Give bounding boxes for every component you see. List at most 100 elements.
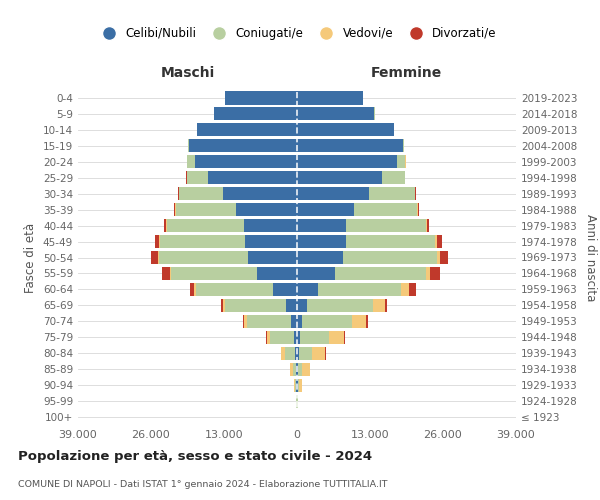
Bar	[297, 267, 335, 280]
Bar	[335, 267, 426, 280]
Bar	[297, 283, 319, 296]
Legend: Celibi/Nubili, Coniugati/e, Vedovi/e, Divorzati/e: Celibi/Nubili, Coniugati/e, Vedovi/e, Di…	[92, 22, 502, 44]
Bar	[243, 315, 244, 328]
Bar	[285, 346, 295, 360]
Bar	[319, 283, 401, 296]
Bar	[403, 140, 404, 152]
Bar	[197, 124, 297, 136]
Bar	[159, 235, 160, 248]
Bar	[295, 346, 297, 360]
Bar	[297, 251, 343, 264]
Bar	[382, 171, 405, 184]
Bar	[164, 219, 166, 232]
Bar	[430, 267, 440, 280]
Bar	[297, 171, 382, 184]
Bar	[296, 362, 297, 376]
Bar	[274, 283, 297, 296]
Bar	[158, 251, 159, 264]
Bar	[163, 267, 170, 280]
Bar	[297, 299, 307, 312]
Bar	[437, 235, 442, 248]
Bar	[281, 346, 285, 360]
Bar	[244, 315, 247, 328]
Bar	[329, 330, 344, 344]
Bar	[418, 203, 419, 216]
Bar	[297, 315, 302, 328]
Bar	[352, 315, 367, 328]
Bar	[293, 362, 296, 376]
Bar	[297, 203, 354, 216]
Bar	[225, 92, 297, 104]
Bar	[426, 267, 430, 280]
Bar	[409, 283, 416, 296]
Bar	[248, 251, 297, 264]
Bar	[344, 330, 345, 344]
Y-axis label: Anni di nascita: Anni di nascita	[584, 214, 597, 301]
Bar	[159, 251, 248, 264]
Bar	[373, 299, 385, 312]
Bar	[293, 330, 297, 344]
Bar	[208, 171, 297, 184]
Bar	[286, 299, 297, 312]
Bar	[325, 346, 326, 360]
Bar	[312, 346, 325, 360]
Bar	[302, 315, 352, 328]
Bar	[397, 155, 406, 168]
Bar	[245, 235, 297, 248]
Bar	[214, 108, 297, 120]
Bar	[187, 155, 195, 168]
Bar	[151, 251, 158, 264]
Bar	[267, 330, 270, 344]
Bar	[155, 235, 159, 248]
Bar	[369, 187, 415, 200]
Bar	[401, 283, 409, 296]
Bar	[354, 203, 417, 216]
Bar	[302, 362, 310, 376]
Bar	[298, 378, 299, 392]
Bar	[297, 140, 403, 152]
Bar	[176, 203, 236, 216]
Bar	[167, 219, 244, 232]
Bar	[307, 299, 373, 312]
Bar	[225, 299, 286, 312]
Text: Femmine: Femmine	[371, 66, 442, 80]
Bar	[223, 187, 297, 200]
Bar	[297, 378, 298, 392]
Bar	[195, 155, 297, 168]
Bar	[343, 251, 437, 264]
Bar	[298, 362, 302, 376]
Bar	[435, 235, 437, 248]
Bar	[297, 124, 394, 136]
Bar	[244, 219, 297, 232]
Bar	[160, 235, 245, 248]
Bar	[196, 283, 274, 296]
Bar	[297, 92, 363, 104]
Bar	[297, 235, 346, 248]
Bar	[291, 315, 297, 328]
Bar	[295, 378, 296, 392]
Bar	[297, 362, 298, 376]
Bar	[297, 346, 299, 360]
Bar	[296, 378, 297, 392]
Bar	[440, 251, 448, 264]
Bar	[297, 187, 369, 200]
Bar	[290, 362, 293, 376]
Bar	[170, 267, 171, 280]
Bar	[297, 330, 300, 344]
Text: Popolazione per età, sesso e stato civile - 2024: Popolazione per età, sesso e stato civil…	[18, 450, 372, 463]
Bar	[187, 171, 208, 184]
Bar	[297, 155, 397, 168]
Text: Maschi: Maschi	[160, 66, 215, 80]
Bar	[179, 187, 223, 200]
Bar	[299, 378, 302, 392]
Bar	[346, 235, 435, 248]
Bar	[270, 330, 293, 344]
Y-axis label: Fasce di età: Fasce di età	[25, 222, 37, 292]
Bar	[385, 299, 387, 312]
Bar	[426, 219, 427, 232]
Bar	[437, 251, 440, 264]
Bar	[247, 315, 291, 328]
Bar	[257, 267, 297, 280]
Bar	[299, 346, 312, 360]
Bar	[188, 140, 189, 152]
